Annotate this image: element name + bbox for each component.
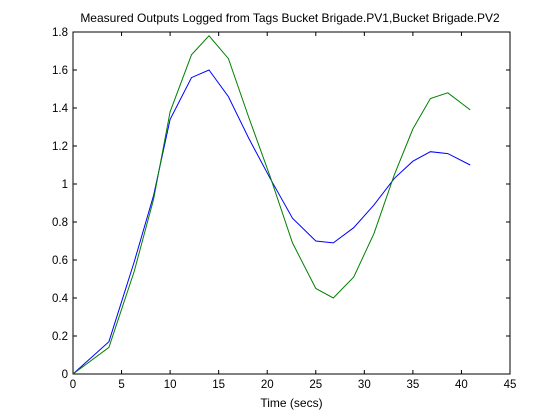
- series-line-2: [72, 35, 471, 375]
- x-axis-label: Time (secs): [260, 396, 323, 410]
- chart-title: Measured Outputs Logged from Tags Bucket…: [80, 11, 500, 25]
- y-tick-label: 1.8: [52, 27, 68, 39]
- y-tick-label: 0.8: [52, 217, 68, 229]
- y-tick-label: 1.6: [52, 65, 68, 77]
- x-tick-label: 20: [261, 379, 274, 391]
- axis-ticks: 0 5 10 15 20 25 30 35 40 45 0 0.2 0.4 0.6 0.8 1 1.2 1.4 1.…: [52, 27, 516, 391]
- y-tick-label: 0.4: [52, 293, 69, 305]
- x-tick-label: 10: [164, 379, 177, 391]
- series-lines: [72, 35, 471, 375]
- x-tick-label: 5: [118, 379, 124, 391]
- y-tick-label: 0: [62, 369, 68, 381]
- x-tick-label: 30: [358, 379, 371, 391]
- plot-area: [72, 31, 511, 375]
- x-tick-label: 40: [455, 379, 468, 391]
- x-tick-label: 35: [406, 379, 419, 391]
- x-tick-label: 25: [309, 379, 322, 391]
- y-tick-label: 1: [62, 179, 68, 191]
- y-tick-label: 1.4: [52, 103, 69, 115]
- y-tick-label: 0.2: [52, 331, 68, 343]
- x-tick-label: 15: [212, 379, 225, 391]
- y-tick-label: 1.2: [52, 141, 68, 153]
- x-tick-label: 45: [504, 379, 517, 391]
- x-tick-label: 0: [70, 379, 76, 391]
- y-tick-label: 0.6: [52, 255, 68, 267]
